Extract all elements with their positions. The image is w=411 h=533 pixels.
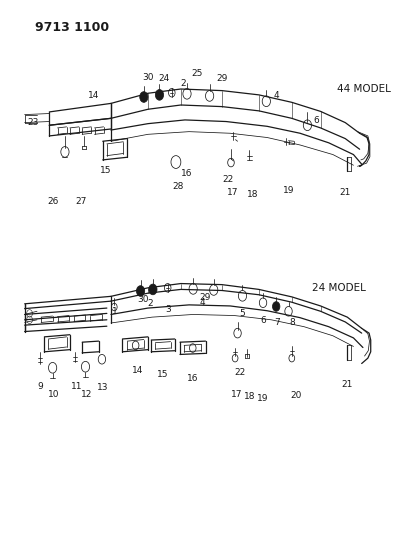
Text: 21: 21: [339, 189, 351, 197]
Text: 7: 7: [275, 319, 280, 327]
Text: 20: 20: [290, 391, 302, 400]
Text: 11: 11: [71, 382, 82, 391]
Text: 8: 8: [290, 319, 296, 327]
Text: 4: 4: [199, 298, 205, 307]
Text: 25: 25: [192, 69, 203, 78]
Text: 3: 3: [165, 305, 171, 313]
Text: 44 MODEL: 44 MODEL: [337, 84, 391, 94]
Text: 2: 2: [180, 79, 186, 88]
Text: 26: 26: [47, 197, 58, 206]
Text: 30: 30: [142, 73, 154, 82]
Text: 10: 10: [48, 390, 59, 399]
Text: 9: 9: [37, 382, 43, 391]
Text: 1: 1: [112, 308, 118, 316]
Text: 28: 28: [172, 182, 183, 191]
Text: 2: 2: [147, 300, 153, 308]
Text: 24: 24: [158, 75, 169, 83]
Text: 18: 18: [247, 190, 258, 199]
Text: 17: 17: [231, 390, 242, 399]
Text: 22: 22: [235, 368, 246, 376]
Text: 4: 4: [273, 92, 279, 100]
Text: 19: 19: [257, 394, 269, 403]
Circle shape: [149, 284, 157, 295]
Text: 9713 1100: 9713 1100: [35, 21, 109, 34]
Text: 14: 14: [88, 92, 99, 100]
Text: 21: 21: [342, 381, 353, 389]
Text: 17: 17: [227, 189, 239, 197]
Text: 15: 15: [157, 370, 168, 378]
Text: 23: 23: [27, 118, 39, 127]
Text: 29: 29: [199, 293, 210, 302]
Circle shape: [136, 286, 145, 296]
Text: 19: 19: [283, 187, 295, 195]
Circle shape: [140, 92, 148, 102]
Text: 22: 22: [222, 175, 234, 184]
Text: 27: 27: [75, 197, 86, 206]
Text: 29: 29: [216, 75, 228, 83]
Circle shape: [272, 302, 280, 311]
Text: 24 MODEL: 24 MODEL: [312, 283, 366, 293]
Text: 12: 12: [81, 390, 92, 399]
Text: 6: 6: [260, 317, 266, 325]
Text: 14: 14: [132, 366, 143, 375]
Text: 6: 6: [314, 117, 319, 125]
Text: 18: 18: [244, 392, 255, 401]
Text: 16: 16: [187, 374, 198, 383]
Text: 15: 15: [100, 166, 112, 175]
Circle shape: [155, 90, 164, 100]
Text: 5: 5: [240, 309, 245, 318]
Text: 30: 30: [137, 295, 149, 304]
Text: 16: 16: [181, 169, 193, 177]
Text: 13: 13: [97, 383, 109, 392]
